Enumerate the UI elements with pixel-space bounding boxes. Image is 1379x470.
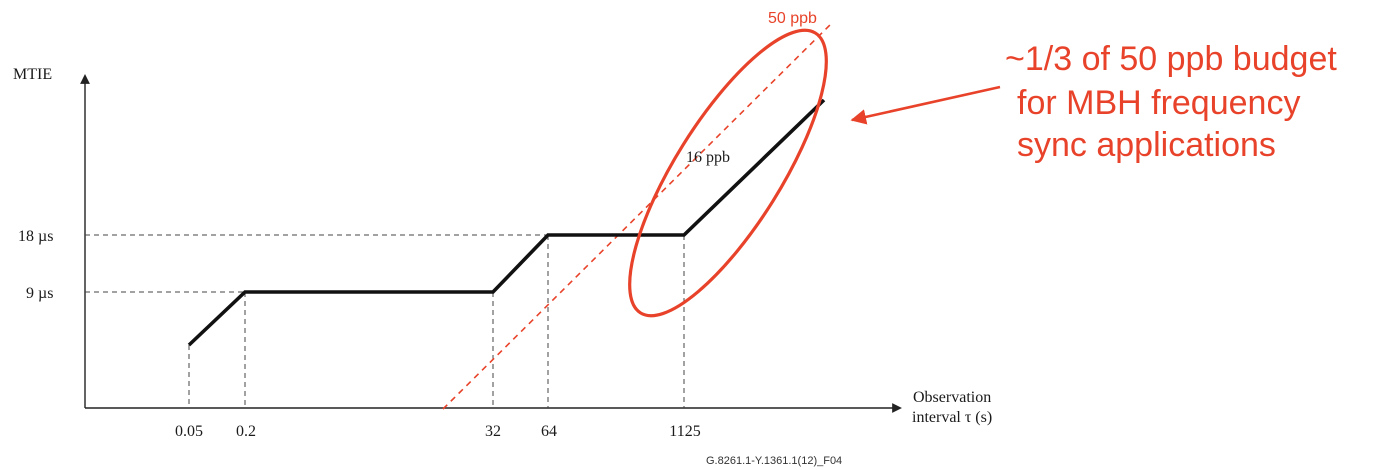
reference-line-50ppb [442,21,834,410]
annotation-line-2: for MBH frequency [1017,84,1300,122]
y-tick-18us: 18 µs [18,228,53,245]
x-tick-0.2: 0.2 [236,423,256,440]
mtie-mask-line [187,98,826,347]
reference-line-label: 50 ppb [768,10,817,27]
figure-id: G.8261.1-Y.1361.1(12)_F04 [706,455,842,467]
y-axis-label: MTIE [13,66,52,83]
highlight-ellipse [628,28,828,318]
x-axis-label-line1: Observation [913,389,991,406]
x-tick-64: 64 [541,423,557,440]
x-axis-label-line2: interval τ (s) [912,409,992,426]
annotation-line-1: ~1/3 of 50 ppb budget [1005,40,1337,78]
x-tick-1125: 1125 [669,423,700,440]
annotation-line-3: sync applications [1017,126,1276,164]
x-tick-32: 32 [485,423,501,440]
slope-label-16ppb: 16 ppb [686,149,730,166]
annotation-arrow [850,85,1001,125]
x-tick-0.05: 0.05 [175,423,203,440]
y-tick-9us: 9 µs [26,285,53,302]
